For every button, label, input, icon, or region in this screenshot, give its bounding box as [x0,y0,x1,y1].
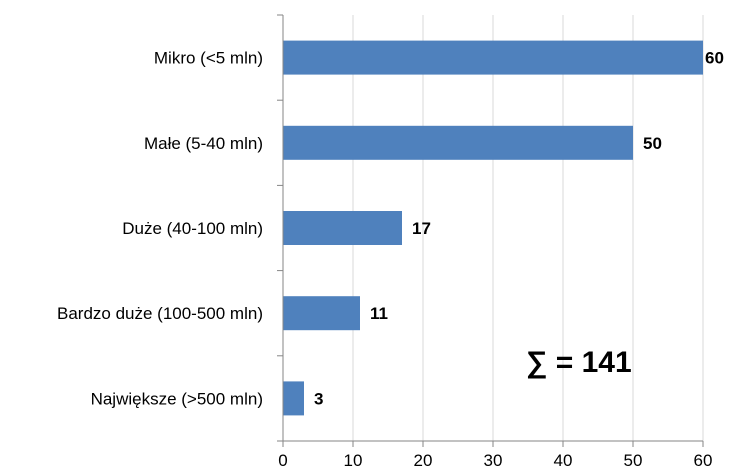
x-tick-label: 10 [344,451,363,470]
x-tick-label: 50 [624,451,643,470]
axes [277,14,704,447]
bar [283,125,633,160]
sum-annotation: ∑ = 141 [526,346,632,379]
data-label: 17 [412,219,431,238]
category-label: Bardzo duże (100-500 mln) [57,304,263,323]
data-labels: 60 50 17 11 3 [314,49,724,409]
x-tick-label: 20 [414,451,433,470]
category-labels: Mikro (<5 mln) Małe (5-40 mln) Duże (40-10… [57,49,263,409]
data-label: 11 [370,304,388,323]
data-label: 50 [643,134,662,153]
data-label: 60 [705,49,724,68]
bar [283,296,360,331]
x-tick-label: 30 [484,451,503,470]
gridlines [352,15,704,441]
category-label: Mikro (<5 mln) [154,49,263,68]
category-label: Największe (>500 mln) [91,389,263,408]
bar [283,40,703,75]
bar [283,211,402,245]
x-tick-label: 0 [278,451,287,470]
data-label: 3 [314,389,323,408]
category-label: Małe (5-40 mln) [144,134,263,153]
x-tick-label: 60 [694,451,713,470]
bar [283,381,304,416]
bars [283,40,703,416]
tick-labels: 0 10 20 30 40 50 60 [278,451,712,470]
category-label: Duże (40-100 mln) [122,219,263,238]
x-tick-label: 40 [554,451,573,470]
